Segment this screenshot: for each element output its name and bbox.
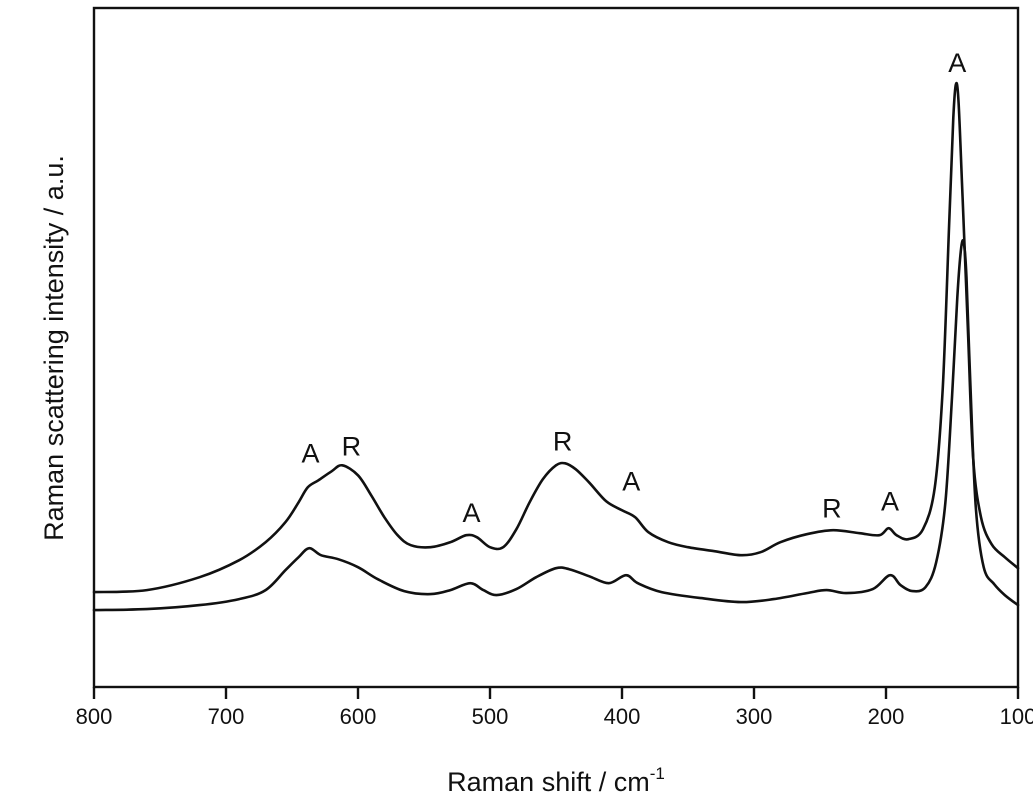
anatase-peak-label: A — [301, 438, 319, 468]
x-tick-label: 200 — [868, 704, 905, 729]
x-tick-label: 300 — [736, 704, 773, 729]
spectrum-line — [92, 81, 1020, 594]
x-tick-label: 500 — [472, 704, 509, 729]
x-axis-title: Raman shift / cm-1 — [447, 764, 665, 797]
spectra-curves — [92, 81, 1020, 612]
x-tick-label: 700 — [208, 704, 245, 729]
rutile-peak-label: R — [822, 493, 842, 523]
plot-frame — [92, 6, 1020, 689]
spectrum-line — [92, 239, 1020, 612]
plot-area-border — [92, 6, 1020, 689]
rutile-peak-label: R — [553, 426, 573, 456]
anatase-peak-label: A — [463, 498, 481, 528]
x-tick-label: 400 — [604, 704, 641, 729]
x-tick-label: 600 — [340, 704, 377, 729]
anatase-peak-label: A — [622, 466, 640, 496]
rutile-peak-label: R — [342, 431, 362, 461]
x-tick-label: 800 — [76, 704, 113, 729]
x-axis-ticks: 800 700 600 500 400 300 200 100 — [76, 687, 1033, 729]
x-tick-label: 100 — [1000, 704, 1033, 729]
anatase-peak-label: A — [881, 486, 899, 516]
y-axis-title: Raman scattering intensity / a.u. — [39, 155, 69, 541]
anatase-peak-label: A — [948, 48, 966, 78]
